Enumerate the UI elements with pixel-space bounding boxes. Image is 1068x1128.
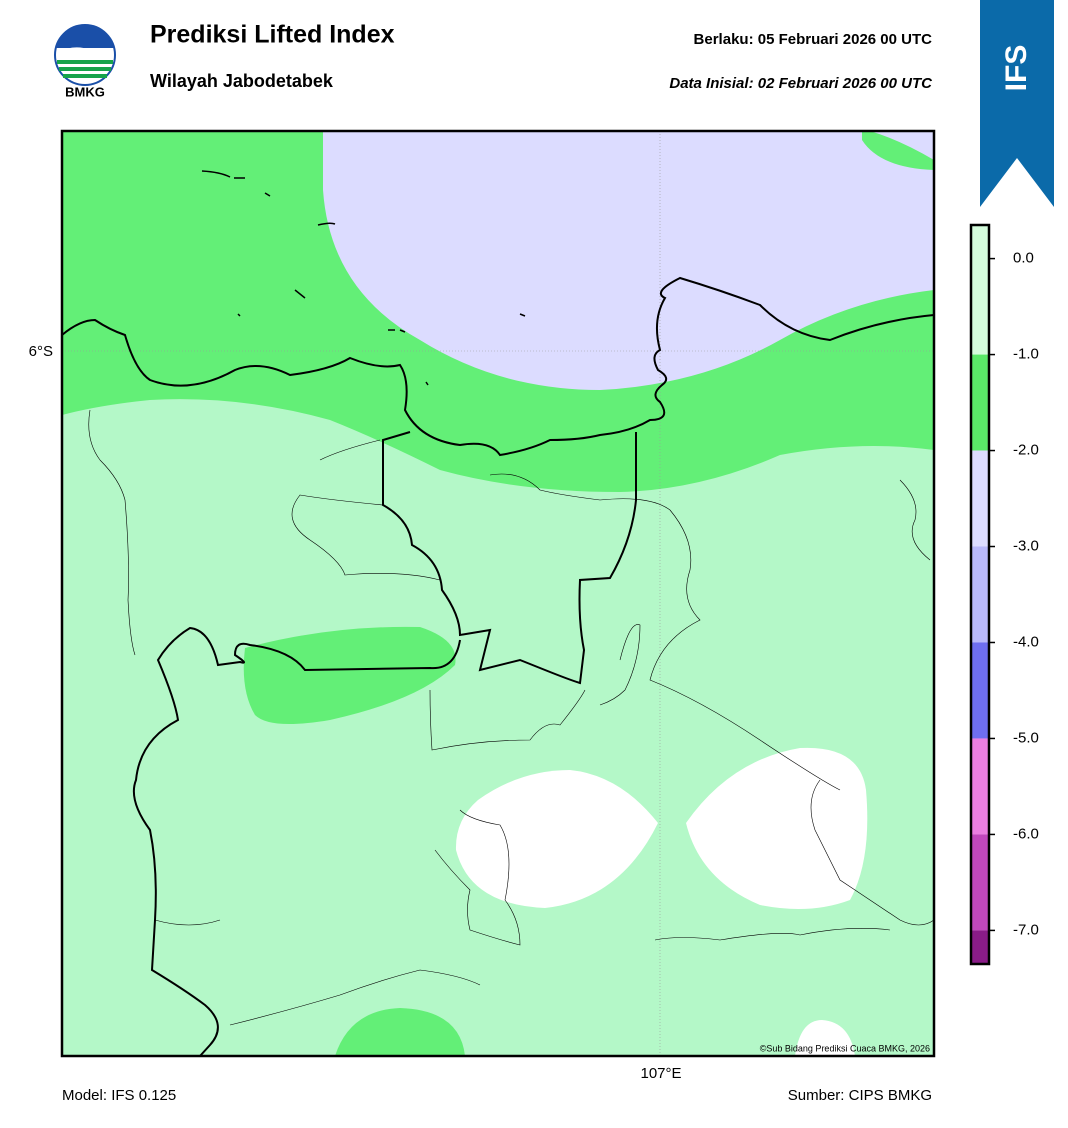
subtitle: Wilayah Jabodetabek [150,71,334,91]
bmkg-logo: BMKG [54,24,116,99]
colorbar: 0.0 -1.0 -2.0 -3.0 -4.0 -5.0 -6.0 -7.0 [969,223,1039,966]
colorbar-tick-label: -7.0 [1013,921,1039,938]
banner-text: IFS [1000,45,1033,92]
colorbar-tick-label: -1.0 [1013,346,1039,363]
colorbar-tick-label: -3.0 [1013,537,1039,554]
colorbar-tick-label: -2.0 [1013,442,1039,459]
lat-label: 6°S [29,343,53,360]
colorbar-tick-label: -6.0 [1013,825,1039,842]
colorbar-band [971,642,989,739]
map-area: ©Sub Bidang Prediksi Cuaca BMKG, 2026 [62,131,934,1056]
islands [201,170,526,386]
model-banner: IFS [980,0,1054,207]
map-frame [60,129,936,1058]
init-time: Data Inisial: 02 Februari 2026 00 UTC [669,75,933,92]
colorbar-tick-label: -4.0 [1013,633,1039,650]
logo-text: BMKG [65,84,105,99]
colorbar-band [971,450,989,547]
colorbar-band [971,738,989,835]
colorbar-band [971,225,989,355]
colorbar-frame [969,223,991,966]
source-note: Sumber: CIPS BMKG [788,1087,932,1104]
colorbar-band [971,930,989,964]
colorbar-band [971,834,989,931]
model-note: Model: IFS 0.125 [62,1087,176,1104]
colorbar-band [971,546,989,643]
colorbar-tick-label: 0.0 [1013,250,1034,267]
colorbar-band [971,354,989,451]
credit: ©Sub Bidang Prediksi Cuaca BMKG, 2026 [760,1043,930,1053]
colorbar-tick-label: -5.0 [1013,729,1039,746]
title: Prediksi Lifted Index [150,21,395,49]
lon-label: 107°E [640,1065,681,1082]
valid-time: Berlaku: 05 Februari 2026 00 UTC [694,31,933,48]
